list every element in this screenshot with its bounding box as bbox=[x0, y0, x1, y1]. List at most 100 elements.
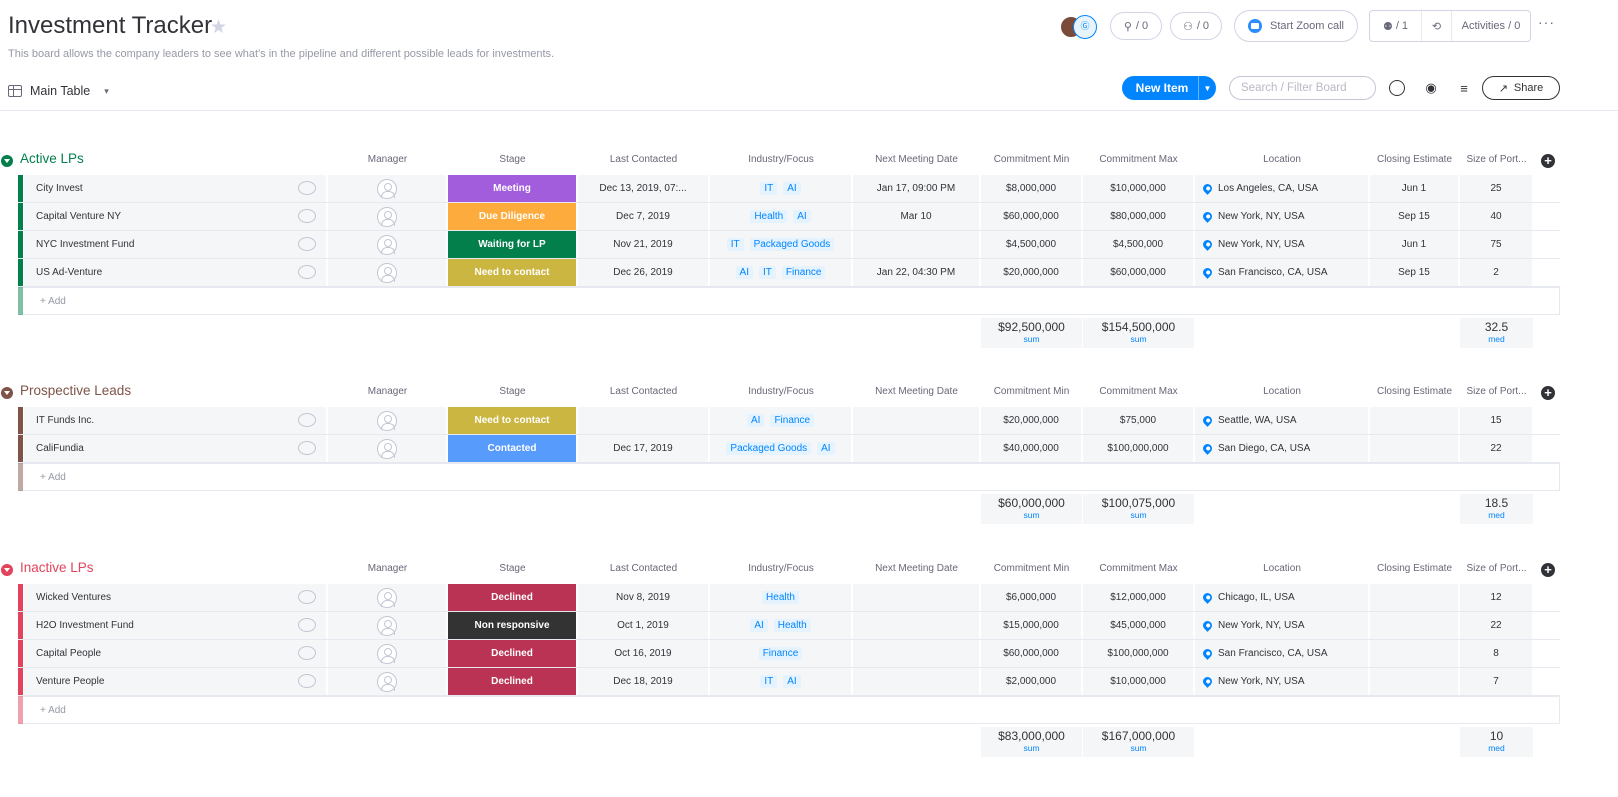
item-name[interactable]: Capital People bbox=[24, 640, 327, 667]
table-row[interactable]: CaliFundia Contacted Dec 17, 2019 Packaged … bbox=[18, 435, 1560, 463]
max-cell[interactable]: $100,000,000 bbox=[1083, 435, 1194, 462]
last-cell[interactable]: Nov 8, 2019 bbox=[578, 584, 709, 611]
chat-bubble-icon[interactable] bbox=[298, 674, 316, 688]
close-cell[interactable] bbox=[1370, 407, 1459, 434]
industry-tag[interactable]: Health bbox=[762, 591, 799, 604]
industry-tag[interactable]: Health bbox=[773, 619, 811, 632]
min-cell[interactable]: $4,500,000 bbox=[981, 231, 1082, 258]
tags-cell[interactable]: IT AI bbox=[710, 668, 852, 695]
item-name[interactable]: NYC Investment Fund bbox=[24, 231, 327, 258]
next-cell[interactable] bbox=[853, 231, 980, 258]
tags-cell[interactable]: AI Finance bbox=[710, 407, 852, 434]
table-row[interactable]: Wicked Ventures Declined Nov 8, 2019 Health… bbox=[18, 584, 1560, 612]
industry-tag[interactable]: Finance bbox=[758, 647, 803, 660]
close-cell[interactable] bbox=[1370, 668, 1459, 695]
tags-cell[interactable]: Health bbox=[710, 584, 852, 611]
industry-tag[interactable]: IT bbox=[760, 675, 778, 688]
item-name[interactable]: Venture People bbox=[24, 668, 327, 695]
column-header[interactable]: Next Meeting Date bbox=[875, 563, 958, 574]
manager-cell[interactable] bbox=[328, 640, 447, 667]
column-header[interactable]: Commitment Min bbox=[993, 563, 1070, 574]
tags-cell[interactable]: Packaged Goods AI bbox=[710, 435, 852, 462]
industry-tag[interactable]: Finance bbox=[770, 414, 815, 427]
members-button[interactable]: ⚉ / 1 bbox=[1370, 11, 1422, 41]
min-cell[interactable]: $20,000,000 bbox=[981, 407, 1082, 434]
close-cell[interactable]: Sep 15 bbox=[1370, 203, 1459, 230]
commitment-max-sum[interactable]: $167,000,000 sum bbox=[1083, 727, 1194, 757]
industry-tag[interactable]: Packaged Goods bbox=[749, 238, 835, 251]
person-placeholder-icon[interactable] bbox=[377, 438, 397, 459]
add-column-icon[interactable]: + bbox=[1541, 386, 1555, 400]
industry-tag[interactable]: AI bbox=[746, 414, 765, 427]
group-title[interactable]: Active LPs bbox=[20, 151, 84, 166]
table-row[interactable]: Capital People Declined Oct 16, 2019 Financ… bbox=[18, 640, 1560, 668]
last-cell[interactable]: Dec 13, 2019, 07:... bbox=[578, 175, 709, 202]
commitment-min-sum[interactable]: $83,000,000 sum bbox=[981, 727, 1082, 757]
column-header[interactable]: Manager bbox=[367, 386, 408, 397]
loc-cell[interactable]: New York, NY, USA bbox=[1195, 668, 1369, 695]
table-row[interactable]: US Ad-Venture Need to contact Dec 26, 2019… bbox=[18, 259, 1560, 287]
column-header[interactable]: Industry/Focus bbox=[748, 386, 814, 397]
industry-tag[interactable]: IT bbox=[758, 266, 776, 279]
industry-tag[interactable]: AI bbox=[750, 619, 768, 632]
item-name[interactable]: CaliFundia bbox=[24, 435, 327, 462]
new-item-button[interactable]: New Item ▼ bbox=[1122, 76, 1216, 100]
add-item-row[interactable]: + Add bbox=[18, 696, 1560, 724]
collapse-group-icon[interactable] bbox=[1, 387, 13, 399]
industry-tag[interactable]: IT bbox=[726, 238, 744, 251]
commitment-min-sum[interactable]: $60,000,000 sum bbox=[981, 494, 1082, 524]
loc-cell[interactable]: Chicago, IL, USA bbox=[1195, 584, 1369, 611]
item-name[interactable]: Wicked Ventures bbox=[24, 584, 327, 611]
min-cell[interactable]: $40,000,000 bbox=[981, 435, 1082, 462]
column-header[interactable]: Commitment Max bbox=[1099, 386, 1178, 397]
item-name[interactable]: H2O Investment Fund bbox=[24, 612, 327, 639]
max-cell[interactable]: $10,000,000 bbox=[1083, 668, 1194, 695]
next-cell[interactable] bbox=[853, 435, 980, 462]
add-item-row[interactable]: + Add bbox=[18, 287, 1560, 315]
next-cell[interactable]: Jan 22, 04:30 PM bbox=[853, 259, 980, 286]
next-cell[interactable] bbox=[853, 640, 980, 667]
column-header[interactable]: Commitment Max bbox=[1099, 563, 1178, 574]
collapse-group-icon[interactable] bbox=[1, 564, 13, 576]
tags-cell[interactable]: AI IT Finance bbox=[710, 259, 852, 286]
max-cell[interactable]: $10,000,000 bbox=[1083, 175, 1194, 202]
tags-cell[interactable]: IT Packaged Goods bbox=[710, 231, 852, 258]
manager-cell[interactable] bbox=[328, 175, 447, 202]
industry-tag[interactable]: AI bbox=[817, 442, 835, 455]
next-cell[interactable]: Jan 17, 09:00 PM bbox=[853, 175, 980, 202]
stage-cell[interactable]: Need to contact bbox=[448, 407, 577, 434]
column-header[interactable]: Size of Port... bbox=[1466, 154, 1527, 165]
min-cell[interactable]: $6,000,000 bbox=[981, 584, 1082, 611]
commitment-max-sum[interactable]: $154,500,000 sum bbox=[1083, 318, 1194, 348]
stage-cell[interactable]: Need to contact bbox=[448, 259, 577, 286]
manager-cell[interactable] bbox=[328, 584, 447, 611]
size-cell[interactable]: 2 bbox=[1460, 259, 1533, 286]
manager-cell[interactable] bbox=[328, 612, 447, 639]
close-cell[interactable] bbox=[1370, 584, 1459, 611]
chat-bubble-icon[interactable] bbox=[298, 265, 316, 279]
tags-cell[interactable]: IT AI bbox=[710, 175, 852, 202]
size-cell[interactable]: 7 bbox=[1460, 668, 1533, 695]
table-row[interactable]: Capital Venture NY Due Diligence Dec 7, 20… bbox=[18, 203, 1560, 231]
star-icon[interactable]: ★ bbox=[210, 17, 228, 38]
more-options-icon[interactable]: ··· bbox=[1538, 14, 1555, 30]
close-cell[interactable]: Jun 1 bbox=[1370, 231, 1459, 258]
manager-cell[interactable] bbox=[328, 203, 447, 230]
chevron-down-icon[interactable]: ▼ bbox=[1198, 76, 1216, 100]
industry-tag[interactable]: Health bbox=[750, 210, 788, 223]
commitment-max-sum[interactable]: $100,075,000 sum bbox=[1083, 494, 1194, 524]
column-header[interactable]: Size of Port... bbox=[1466, 386, 1527, 397]
tags-cell[interactable]: AI Health bbox=[710, 612, 852, 639]
size-cell[interactable]: 8 bbox=[1460, 640, 1533, 667]
stage-cell[interactable]: Declined bbox=[448, 640, 577, 667]
group-title[interactable]: Inactive LPs bbox=[20, 560, 94, 575]
size-cell[interactable]: 22 bbox=[1460, 612, 1533, 639]
start-zoom-call-button[interactable]: Start Zoom call bbox=[1234, 10, 1358, 42]
next-cell[interactable]: Mar 10 bbox=[853, 203, 980, 230]
min-cell[interactable]: $20,000,000 bbox=[981, 259, 1082, 286]
manager-cell[interactable] bbox=[328, 259, 447, 286]
column-header[interactable]: Industry/Focus bbox=[748, 563, 814, 574]
column-header[interactable]: Next Meeting Date bbox=[875, 154, 958, 165]
last-cell[interactable]: Dec 18, 2019 bbox=[578, 668, 709, 695]
close-cell[interactable] bbox=[1370, 612, 1459, 639]
